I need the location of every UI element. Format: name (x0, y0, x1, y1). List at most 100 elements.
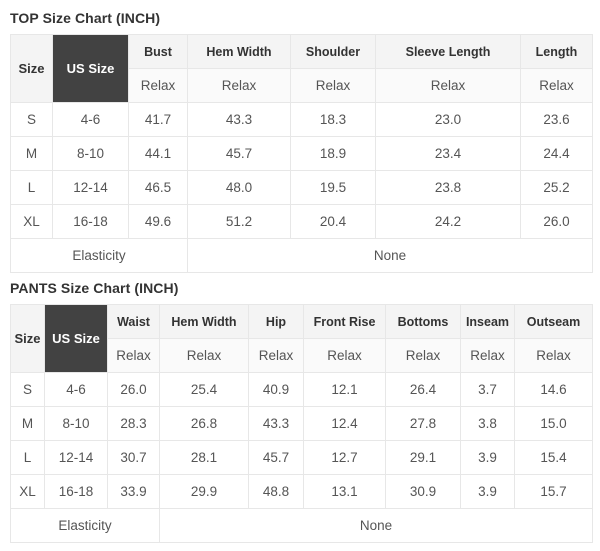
value-cell: 26.0 (107, 372, 160, 407)
value-cell: 19.5 (290, 170, 376, 205)
fit-type-cell: Relax (385, 338, 461, 373)
top-size-chart-section: TOP Size Chart (INCH) Size US Size Bust Hem… (10, 10, 593, 273)
pants-size-chart-table: Size US Size Waist Hem Width Hip Front Rise Bo… (10, 304, 593, 543)
value-cell: 33.9 (107, 474, 160, 509)
value-cell: 23.4 (375, 136, 521, 171)
value-cell: 18.9 (290, 136, 376, 171)
value-cell: 26.8 (159, 406, 249, 441)
fit-type-cell: Relax (514, 338, 593, 373)
value-cell: 27.8 (385, 406, 461, 441)
value-cell: 29.1 (385, 440, 461, 475)
size-cell: M (10, 406, 45, 441)
fit-type-cell: Relax (128, 68, 188, 103)
us-size-cell: 4-6 (44, 372, 108, 407)
size-column-header: Size (10, 34, 53, 103)
value-cell: 23.6 (520, 102, 593, 137)
us-size-cell: 16-18 (52, 204, 129, 239)
value-cell: 20.4 (290, 204, 376, 239)
value-cell: 28.3 (107, 406, 160, 441)
value-cell: 43.3 (248, 406, 304, 441)
value-cell: 15.4 (514, 440, 593, 475)
measure-column-header: Front Rise (303, 304, 386, 339)
value-cell: 12.4 (303, 406, 386, 441)
value-cell: 43.3 (187, 102, 291, 137)
measure-column-header: Shoulder (290, 34, 376, 69)
size-cell: S (10, 102, 53, 137)
value-cell: 26.4 (385, 372, 461, 407)
elasticity-label-cell: Elasticity (10, 508, 160, 543)
table-row: M 8-10 44.1 45.7 18.9 23.4 24.4 (10, 136, 593, 171)
value-cell: 45.7 (248, 440, 304, 475)
fit-type-cell: Relax (248, 338, 304, 373)
measure-column-header: Bottoms (385, 304, 461, 339)
measure-column-header: Hem Width (159, 304, 249, 339)
elasticity-row: Elasticity None (10, 238, 593, 273)
value-cell: 46.5 (128, 170, 188, 205)
value-cell: 29.9 (159, 474, 249, 509)
size-column-header: Size (10, 304, 45, 373)
pants-chart-title: PANTS Size Chart (INCH) (10, 280, 179, 296)
value-cell: 18.3 (290, 102, 376, 137)
value-cell: 23.0 (375, 102, 521, 137)
top-size-chart-table: Size US Size Bust Hem Width Shoulder Sleeve L… (10, 34, 593, 273)
elasticity-label-cell: Elasticity (10, 238, 188, 273)
value-cell: 25.2 (520, 170, 593, 205)
measure-column-header: Hem Width (187, 34, 291, 69)
value-cell: 3.9 (460, 474, 515, 509)
value-cell: 14.6 (514, 372, 593, 407)
fit-type-cell: Relax (303, 338, 386, 373)
value-cell: 3.8 (460, 406, 515, 441)
fit-type-cell: Relax (375, 68, 521, 103)
header-row: Size US Size Bust Hem Width Shoulder Sleeve L… (10, 34, 593, 103)
fit-type-row: Relax Relax Relax Relax Relax Relax Relax (11, 338, 593, 373)
value-cell: 23.8 (375, 170, 521, 205)
size-cell: L (10, 440, 45, 475)
fit-type-cell: Relax (520, 68, 593, 103)
value-cell: 12.1 (303, 372, 386, 407)
us-size-cell: 16-18 (44, 474, 108, 509)
measure-column-header: Bust (128, 34, 188, 69)
size-cell: XL (10, 204, 53, 239)
table-row: L 12-14 30.7 28.1 45.7 12.7 29.1 3.9 15.4 (10, 440, 593, 475)
value-cell: 28.1 (159, 440, 249, 475)
fit-type-row: Relax Relax Relax Relax Relax (11, 68, 593, 103)
value-cell: 40.9 (248, 372, 304, 407)
table-row: S 4-6 41.7 43.3 18.3 23.0 23.6 (10, 102, 593, 137)
measure-column-header: Outseam (514, 304, 593, 339)
measure-column-header: Sleeve Length (375, 34, 521, 69)
value-cell: 51.2 (187, 204, 291, 239)
value-cell: 30.7 (107, 440, 160, 475)
value-cell: 48.8 (248, 474, 304, 509)
fit-type-cell: Relax (460, 338, 515, 373)
top-chart-title: TOP Size Chart (INCH) (10, 10, 161, 26)
measure-column-header: Length (520, 34, 593, 69)
pants-size-chart-section: PANTS Size Chart (INCH) Size US Size Waist… (10, 280, 593, 543)
size-cell: S (10, 372, 45, 407)
us-size-cell: 8-10 (44, 406, 108, 441)
fit-type-cell: Relax (107, 338, 160, 373)
size-cell: M (10, 136, 53, 171)
table-row: S 4-6 26.0 25.4 40.9 12.1 26.4 3.7 14.6 (10, 372, 593, 407)
value-cell: 12.7 (303, 440, 386, 475)
value-cell: 25.4 (159, 372, 249, 407)
us-size-cell: 12-14 (52, 170, 129, 205)
elasticity-value-cell: None (187, 238, 593, 273)
fit-type-cell: Relax (187, 68, 291, 103)
size-cell: L (10, 170, 53, 205)
size-cell: XL (10, 474, 45, 509)
measure-column-header: Waist (107, 304, 160, 339)
value-cell: 26.0 (520, 204, 593, 239)
value-cell: 3.9 (460, 440, 515, 475)
value-cell: 24.4 (520, 136, 593, 171)
us-size-column-header: US Size (52, 34, 129, 103)
value-cell: 15.7 (514, 474, 593, 509)
value-cell: 13.1 (303, 474, 386, 509)
us-size-cell: 12-14 (44, 440, 108, 475)
us-size-cell: 8-10 (52, 136, 129, 171)
measure-column-header: Hip (248, 304, 304, 339)
table-row: XL 16-18 49.6 51.2 20.4 24.2 26.0 (10, 204, 593, 239)
value-cell: 15.0 (514, 406, 593, 441)
fit-type-cell: Relax (159, 338, 249, 373)
table-row: M 8-10 28.3 26.8 43.3 12.4 27.8 3.8 15.0 (10, 406, 593, 441)
